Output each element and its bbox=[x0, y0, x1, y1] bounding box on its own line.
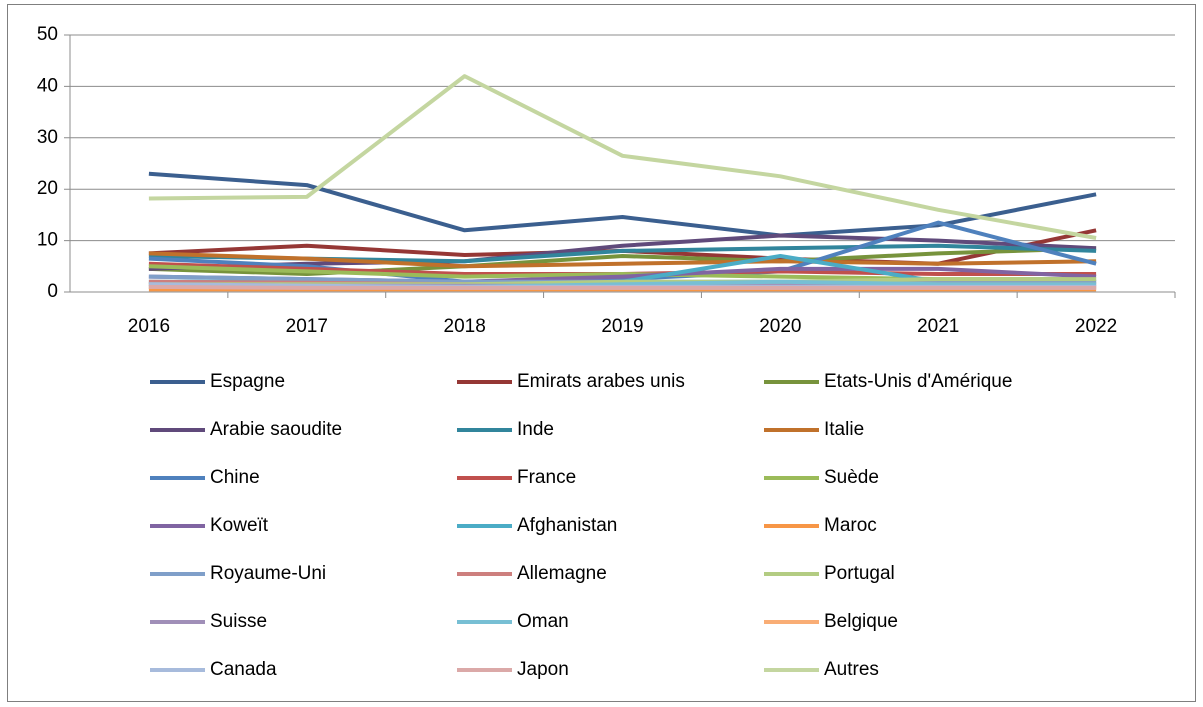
series-line bbox=[148, 171, 1097, 238]
x-tick-label: 2022 bbox=[1075, 316, 1117, 337]
series-line bbox=[148, 246, 1097, 276]
y-tick-label: 40 bbox=[37, 75, 58, 96]
legend-label: Inde bbox=[517, 419, 554, 440]
y-tick-label: 50 bbox=[37, 24, 58, 45]
legend-label: Oman bbox=[517, 611, 569, 632]
legend-label: Autres bbox=[824, 659, 879, 680]
legend-label: Afghanistan bbox=[517, 515, 617, 536]
series-line bbox=[148, 284, 1097, 290]
series-line bbox=[148, 233, 1097, 271]
x-tick-label: 2016 bbox=[128, 316, 170, 337]
legend-label: Belgique bbox=[824, 611, 898, 632]
legend-label: Etats-Unis d'Amérique bbox=[824, 371, 1012, 392]
legend-label: Japon bbox=[517, 659, 569, 680]
series-line bbox=[148, 74, 1097, 240]
legend-label: Koweït bbox=[210, 515, 269, 536]
legend-label: Canada bbox=[210, 659, 277, 680]
legend-label: Arabie saoudite bbox=[210, 419, 342, 440]
chart-frame bbox=[7, 4, 1196, 702]
x-tick-label: 2021 bbox=[917, 316, 959, 337]
legend-label: Emirats arabes unis bbox=[517, 371, 685, 392]
legend-label: Suisse bbox=[210, 611, 267, 632]
x-tick-label: 2019 bbox=[601, 316, 643, 337]
legend-label: Allemagne bbox=[517, 563, 607, 584]
legend-label: France bbox=[517, 467, 576, 488]
legend-label: Espagne bbox=[210, 371, 285, 392]
legend-label: Portugal bbox=[824, 563, 895, 584]
x-tick-label: 2020 bbox=[759, 316, 801, 337]
legend-label: Suède bbox=[824, 467, 879, 488]
x-tick-label: 2018 bbox=[444, 316, 486, 337]
legend-label: Royaume-Uni bbox=[210, 563, 326, 584]
series-line bbox=[148, 251, 1097, 269]
legend-label: Chine bbox=[210, 467, 260, 488]
series-line bbox=[148, 220, 1097, 284]
y-tick-label: 30 bbox=[37, 127, 58, 148]
y-tick-label: 0 bbox=[47, 281, 58, 302]
x-tick-label: 2017 bbox=[286, 316, 328, 337]
legend-label: Maroc bbox=[824, 515, 877, 536]
y-tick-label: 10 bbox=[37, 230, 58, 251]
legend-label: Italie bbox=[824, 419, 864, 440]
y-tick-label: 20 bbox=[37, 178, 58, 199]
